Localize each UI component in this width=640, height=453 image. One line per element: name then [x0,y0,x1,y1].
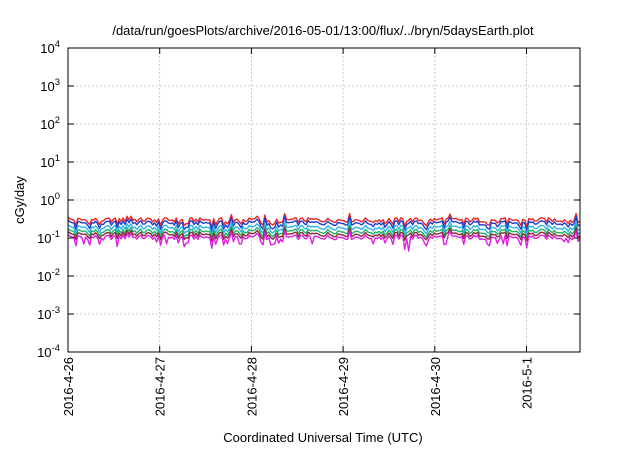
chart-title: /data/run/goesPlots/archive/2016-05-01/1… [112,23,534,38]
series-line [67,220,581,237]
x-tick-label: 2016-4-28 [244,357,259,416]
x-tick-label: 2016-4-26 [61,357,76,416]
y-axis-label: cGy/day [12,176,27,224]
y-tick-label: 104 [40,39,60,56]
y-tick-label: 102 [40,115,60,132]
x-tick-label: 2016-5-1 [520,357,535,409]
y-tick-label: 10-3 [37,305,60,322]
series-line [67,224,581,240]
y-tick-label: 101 [40,153,60,170]
grid [68,48,580,352]
y-axis: 10-4 10-3 10-2 10-1 100 101 102 103 104 [37,39,580,360]
y-tick-label: 10-1 [37,229,60,246]
x-tick-label: 2016-4-27 [153,357,168,416]
x-tick-label: 2016-4-30 [428,357,443,416]
x-axis: 2016-4-26 2016-4-27 2016-4-28 2016-4-29 2016… [61,48,535,416]
y-tick-label: 100 [40,191,60,208]
series-line [67,227,581,243]
y-tick-label: 103 [40,77,60,94]
y-tick-label: 10-4 [37,343,60,360]
series-line [67,215,581,233]
series-line [67,212,581,229]
y-tick-label: 10-2 [37,267,60,284]
series-lines [67,212,581,252]
series-line [67,230,581,252]
x-axis-label: Coordinated Universal Time (UTC) [223,430,422,445]
x-tick-label: 2016-4-29 [336,357,351,416]
